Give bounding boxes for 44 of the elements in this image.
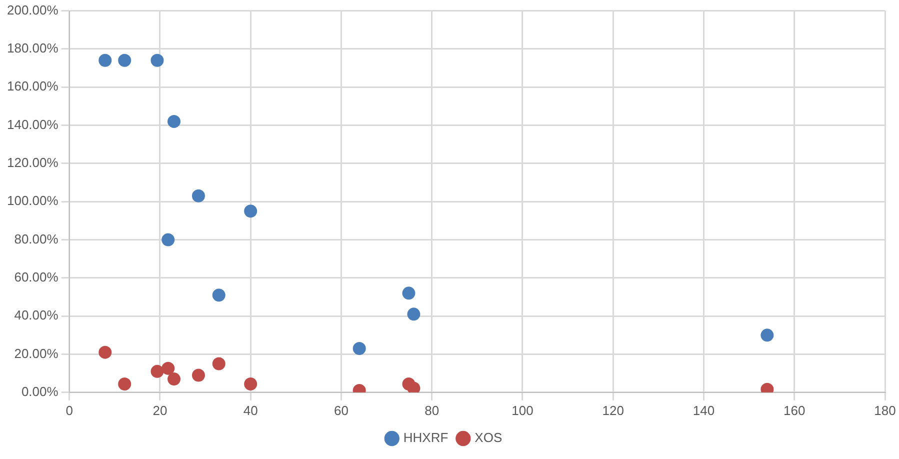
y-tick-label: 140.00% [6,116,59,132]
y-tick-label: 200.00% [6,2,59,18]
y-tick-label: 40.00% [14,308,59,323]
point [118,54,132,67]
point [168,372,180,386]
point [162,362,175,375]
y-tick-label: 60.00% [14,270,59,284]
point [98,346,112,359]
point [98,54,112,67]
x-tick-label: 180 [874,402,896,418]
point [192,368,205,382]
y-tick-label: 100.00% [6,193,59,208]
x-tick-label: 60 [334,402,348,418]
x-tick-label: 40 [243,402,258,418]
point [352,342,366,356]
y-tick-label: 160.00% [6,78,59,94]
y-tick-label: 120.00% [6,155,59,170]
y-tick-label: 0.00% [21,384,59,399]
y-tick-label: 180.00% [6,40,59,56]
point [162,233,175,246]
legend-label: XOS [474,430,502,446]
point [168,114,180,128]
point [402,286,416,300]
x-tick-label: 120 [602,402,624,418]
x-tick-label: 100 [512,402,534,418]
x-tick-label: 140 [692,402,715,418]
point [407,308,420,321]
y-tick-label: 20.00% [14,346,59,361]
point [244,378,258,391]
point [118,378,132,391]
legend-label: HHXRF [403,430,448,446]
point [212,357,226,370]
point [150,364,164,378]
x-tick-label: 80 [424,402,440,418]
y-tick-label: 80.00% [14,231,59,246]
x-tick-label: 160 [784,402,806,418]
x-tick-label: 0 [66,402,73,418]
point [150,54,164,67]
point [212,288,226,302]
point [760,328,774,342]
point [407,382,420,392]
x-tick-label: 20 [152,402,168,418]
point [192,189,205,202]
point [244,204,258,218]
